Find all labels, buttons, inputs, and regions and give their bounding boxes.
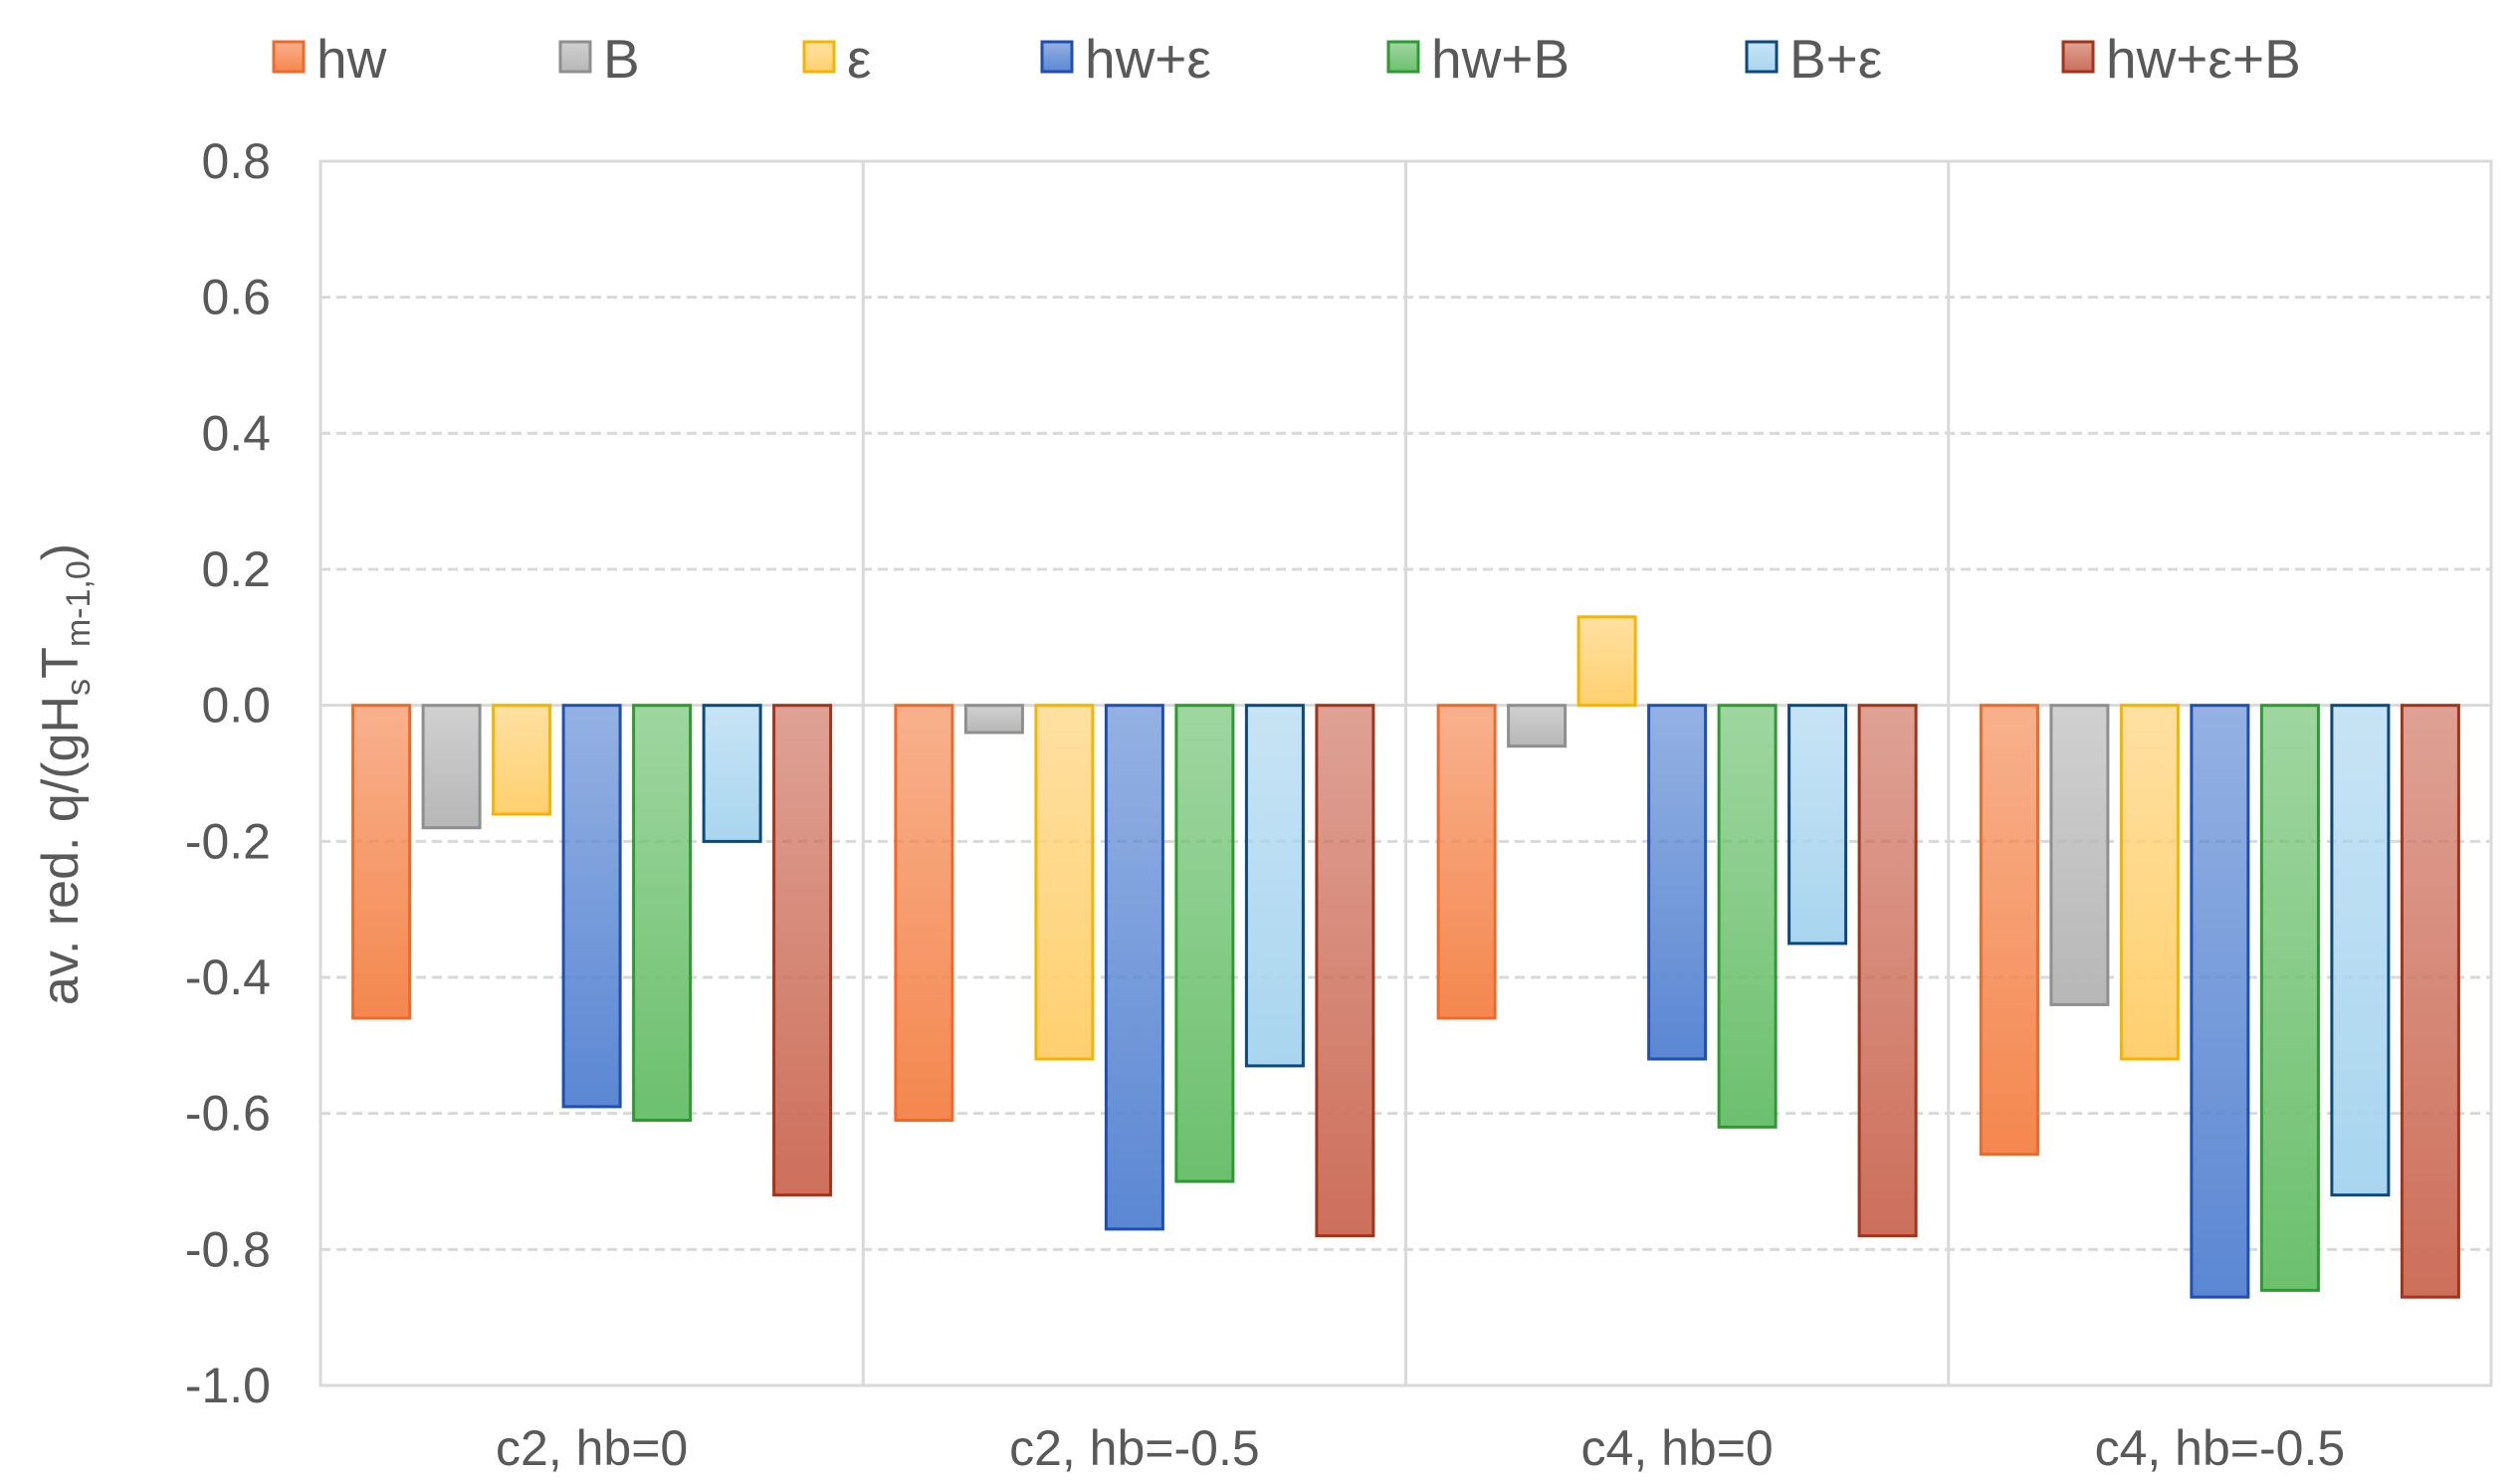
legend-swatch bbox=[2061, 40, 2095, 74]
bar-hw-b-1 bbox=[632, 704, 693, 1122]
legend-swatch bbox=[272, 40, 306, 74]
axes: 0.8 0.6 0.4 0.2 0.0 -0.2 -0.4 -0.6 -0.8 -1.0 c2, h… bbox=[185, 133, 2345, 1476]
x-tick-label: c4, hb=-0.5 bbox=[2095, 1420, 2346, 1476]
bar---2 bbox=[1034, 704, 1095, 1061]
bar-hw--4 bbox=[2190, 704, 2250, 1299]
x-tick-label: c2, hb=-0.5 bbox=[1009, 1420, 1260, 1476]
legend-label: hw bbox=[316, 28, 387, 90]
y-tick-label: -0.2 bbox=[185, 813, 271, 869]
bar---3 bbox=[1576, 615, 1637, 708]
bar-hw-b-2 bbox=[1315, 704, 1375, 1238]
legend-label: ε bbox=[847, 28, 872, 90]
bar---1 bbox=[492, 704, 552, 816]
bar-b--3 bbox=[1787, 704, 1848, 946]
legend-label: B+ε bbox=[1789, 28, 1882, 90]
bar-hw-b-3 bbox=[1857, 704, 1918, 1238]
y-tick-label: 0.6 bbox=[201, 270, 271, 325]
legend-label: hw+ε bbox=[1085, 28, 1211, 90]
y-axis-title-sub2: m-1,0 bbox=[60, 560, 98, 647]
bar-hw-1 bbox=[351, 704, 412, 1020]
bar-hw--1 bbox=[561, 704, 622, 1109]
x-tick-label: c4, hb=0 bbox=[1581, 1420, 1774, 1476]
legend-label: hw+ε+B bbox=[2106, 28, 2301, 90]
x-tick-label: c2, hb=0 bbox=[496, 1420, 688, 1476]
bar-hw--3 bbox=[1647, 704, 1708, 1061]
y-axis-label: av. red. q/(gHsTm-1,0) bbox=[32, 543, 98, 1005]
bar---4 bbox=[2119, 704, 2180, 1061]
y-axis-title: av. red. q/(gHsTm-1,0) bbox=[32, 543, 98, 1005]
y-axis-title-mid: T bbox=[32, 647, 90, 679]
bar-hw-b-2 bbox=[1174, 704, 1235, 1183]
y-tick-label: 0.8 bbox=[201, 133, 271, 189]
bars bbox=[351, 615, 2460, 1299]
legend-label: hw+B bbox=[1431, 28, 1570, 90]
bar-hw-b-3 bbox=[1717, 704, 1778, 1129]
legend-swatch bbox=[802, 40, 836, 74]
bar-hw-3 bbox=[1436, 704, 1497, 1020]
y-tick-label: 0.2 bbox=[201, 541, 271, 597]
bar-hw-2 bbox=[894, 704, 954, 1122]
y-tick-label: 0.4 bbox=[201, 405, 271, 461]
bar-hw-b-1 bbox=[772, 704, 833, 1197]
bar-b-2 bbox=[963, 704, 1024, 735]
legend-swatch bbox=[1745, 40, 1779, 74]
legend-swatch bbox=[1040, 40, 1074, 74]
bar-hw--2 bbox=[1104, 704, 1164, 1231]
bar-hw-4 bbox=[1979, 704, 2039, 1157]
bar-b--4 bbox=[2330, 704, 2391, 1197]
legend-swatch bbox=[1386, 40, 1420, 74]
bar-b-3 bbox=[1507, 704, 1568, 748]
y-tick-label: 0.0 bbox=[201, 678, 271, 734]
y-tick-label: -0.8 bbox=[185, 1221, 271, 1277]
y-tick-label: -0.4 bbox=[185, 950, 271, 1005]
legend-swatch bbox=[558, 40, 592, 74]
y-axis-title-sub1: s bbox=[60, 679, 98, 696]
bar-b--1 bbox=[702, 704, 762, 843]
bar-b--2 bbox=[1244, 704, 1305, 1068]
legend-label: B bbox=[603, 28, 640, 90]
y-tick-label: -0.6 bbox=[185, 1086, 271, 1142]
bar-hw-b-4 bbox=[2259, 704, 2320, 1292]
bar-hw-b-4 bbox=[2400, 704, 2460, 1299]
bar-b-1 bbox=[421, 704, 482, 830]
y-axis-title-end: ) bbox=[32, 543, 90, 560]
y-axis-title-main: av. red. q/(gH bbox=[32, 696, 90, 1005]
bar-b-4 bbox=[2049, 704, 2110, 1006]
y-tick-label: -1.0 bbox=[185, 1358, 271, 1413]
